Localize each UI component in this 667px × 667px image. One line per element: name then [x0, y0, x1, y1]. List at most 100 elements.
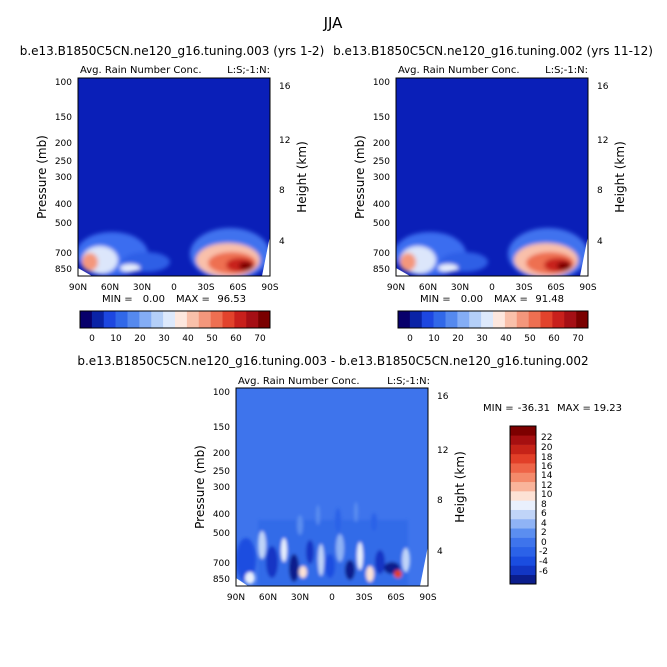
- panel-c-colorbar-swatch: [510, 546, 536, 557]
- panel-b-y-tick-400: 400: [373, 200, 390, 210]
- panel-a-y2-tick-8: 8: [279, 186, 285, 196]
- panel-c-height-ticks: 16 12 8 4: [437, 392, 449, 557]
- panel-a-y2-tick-12: 12: [279, 136, 290, 146]
- panel-c-cb-label-4: 4: [541, 519, 547, 529]
- panel-a-colorbar: [79, 310, 271, 329]
- panel-c-cb-label-10: 10: [541, 490, 553, 500]
- panel-b-colorbar-swatch: [540, 311, 553, 328]
- panel-c-cb-label-m6: -6: [539, 567, 548, 577]
- panel-a-cb-label-30: 30: [158, 334, 170, 344]
- panel-c-y2-tick-4: 4: [437, 547, 443, 557]
- panel-b-y-tick-300: 300: [373, 173, 390, 183]
- panel-c-y-tick-850: 850: [213, 575, 230, 585]
- panel-c-colorbar-swatch: [510, 518, 536, 529]
- panel-b-cb-label-20: 20: [452, 334, 464, 344]
- panel-c-cb-label-16: 16: [541, 462, 553, 472]
- panel-a-max-label: MAX =: [176, 294, 210, 305]
- panel-a-colorbar-swatch: [80, 311, 93, 328]
- panel-a-colorbar-swatch: [103, 311, 116, 328]
- panel-a-min-label: MIN =: [102, 294, 133, 305]
- panel-b-colorbar-swatch: [564, 311, 577, 328]
- panel-a-colorbar-outline: [79, 310, 271, 329]
- panel-b: Avg. Rain Number Conc. L:S;-1:N: 100 15: [353, 65, 627, 344]
- panel-b-y2label: Height (km): [613, 141, 627, 212]
- panel-b-max-label: MAX =: [494, 294, 528, 305]
- panel-b-ylabel: Pressure (mb): [353, 135, 367, 219]
- panel-c-cb-label-14: 14: [541, 471, 553, 481]
- panel-c-cb-label-m2: -2: [539, 547, 548, 557]
- panel-c-colorbar-swatch: [510, 472, 536, 483]
- panel-a-colorbar-swatch: [186, 311, 200, 328]
- panel-c-y2label: Height (km): [453, 451, 467, 522]
- panel-c-colorbar-swatch: [510, 481, 536, 492]
- figure-title: JJA: [323, 14, 344, 32]
- panel-a-colorbar-swatch: [115, 311, 128, 328]
- panel-b-colorbar-swatch: [398, 311, 411, 328]
- panel-b-y-tick-200: 200: [373, 139, 390, 149]
- panel-a-y2-tick-16: 16: [279, 82, 291, 92]
- panel-a-cb-label-0: 0: [89, 334, 95, 344]
- panel-b-colorbar-swatch: [576, 311, 589, 328]
- panel-a-y-tick-200: 200: [55, 139, 72, 149]
- panel-c-max-label: MAX =: [557, 403, 591, 414]
- panel-c-colorbar-swatch: [510, 435, 536, 445]
- panel-c-y-tick-500: 500: [213, 529, 230, 539]
- panel-c-min-value: -36.31: [518, 403, 550, 414]
- panel2-title: b.e13.B1850C5CN.ne120_g16.tuning.002 (yr…: [333, 44, 653, 58]
- panel-b-cb-label-50: 50: [524, 334, 536, 344]
- panel-c-cb-label-20: 20: [541, 443, 553, 453]
- panel-c-y-tick-300: 300: [213, 483, 230, 493]
- panel-b-x-tick-90s: 90S: [579, 283, 596, 293]
- panel-b-x-tick-30s: 30S: [515, 283, 532, 293]
- panel-c-y2-tick-8: 8: [437, 496, 443, 506]
- panel-b-colorbar-swatch: [504, 311, 518, 328]
- panel-a-colorbar-swatch: [91, 311, 105, 328]
- panel-b-cb-label-30: 30: [476, 334, 488, 344]
- panel-c-x-tick-0: 0: [329, 593, 335, 603]
- panel-c-cb-label-8: 8: [541, 500, 547, 510]
- panel-b-pressure-ticks: 100 150 200 250 300 400 500 700 850: [373, 78, 390, 275]
- panel-a-colorbar-swatch: [222, 311, 235, 328]
- panel-b-x-tick-60s: 60S: [547, 283, 564, 293]
- panel-c-colorbar-swatch: [510, 556, 536, 566]
- panel-a-colorbar-swatch: [163, 311, 176, 328]
- panel-b-colorbar-swatch: [481, 311, 494, 328]
- panel-b-y2-tick-4: 4: [597, 237, 603, 247]
- panel-b-plot: [396, 78, 588, 276]
- panel-b-y-tick-500: 500: [373, 219, 390, 229]
- panel-b-y-tick-850: 850: [373, 265, 390, 275]
- panel-a-colorbar-swatch: [151, 311, 164, 328]
- panel-b-y-tick-250: 250: [373, 157, 390, 167]
- panel-c-field-title: Avg. Rain Number Conc.: [238, 376, 360, 387]
- panel-c-colorbar-swatch: [510, 537, 536, 548]
- panel-b-colorbar-swatch: [445, 311, 458, 328]
- panel-c-x-tick-60s: 60S: [387, 593, 404, 603]
- panel-a-field-title: Avg. Rain Number Conc.: [80, 65, 202, 76]
- panel-a-colorbar-swatch: [210, 311, 223, 328]
- panel-c-colorbar-swatch: [510, 509, 536, 520]
- panel-c-y-tick-100: 100: [213, 388, 230, 398]
- panel-a-colorbar-swatch: [198, 311, 211, 328]
- panel-c-cb-label-12: 12: [541, 481, 552, 491]
- panel-b-y-tick-100: 100: [373, 78, 390, 88]
- panel3-title: b.e13.B1850C5CN.ne120_g16.tuning.003 - b…: [77, 354, 588, 368]
- panel-a-height-ticks: 16 12 8 4: [279, 82, 291, 247]
- panel-a-colorbar-swatch: [246, 311, 259, 328]
- panel-a-colorbar-swatch: [234, 311, 247, 328]
- panel-c-colorbar-swatch: [510, 528, 536, 538]
- panel-b-colorbar-swatch: [516, 311, 529, 328]
- panel-a-min-value: 0.00: [143, 294, 165, 305]
- panel-a-y-tick-250: 250: [55, 157, 72, 167]
- panel-b-min-label: MIN =: [420, 294, 451, 305]
- panel-b-x-tick-30n: 30N: [451, 283, 469, 293]
- panel-b-y-tick-700: 700: [373, 249, 390, 259]
- panel-b-y-tick-150: 150: [373, 113, 390, 123]
- panel-b-colorbar-swatch: [457, 311, 470, 328]
- panel-b-max-value: 91.48: [535, 294, 564, 305]
- panel-c-pressure-ticks: 100 150 200 250 300 400 500 700 850: [213, 388, 230, 585]
- panel-c-max-value: 19.23: [593, 403, 622, 414]
- panel-b-field-units: L:S;-1:N:: [545, 65, 588, 76]
- panel-c: Avg. Rain Number Conc. L:S;-1:N:: [193, 376, 622, 603]
- panel-c-x-tick-90s: 90S: [419, 593, 436, 603]
